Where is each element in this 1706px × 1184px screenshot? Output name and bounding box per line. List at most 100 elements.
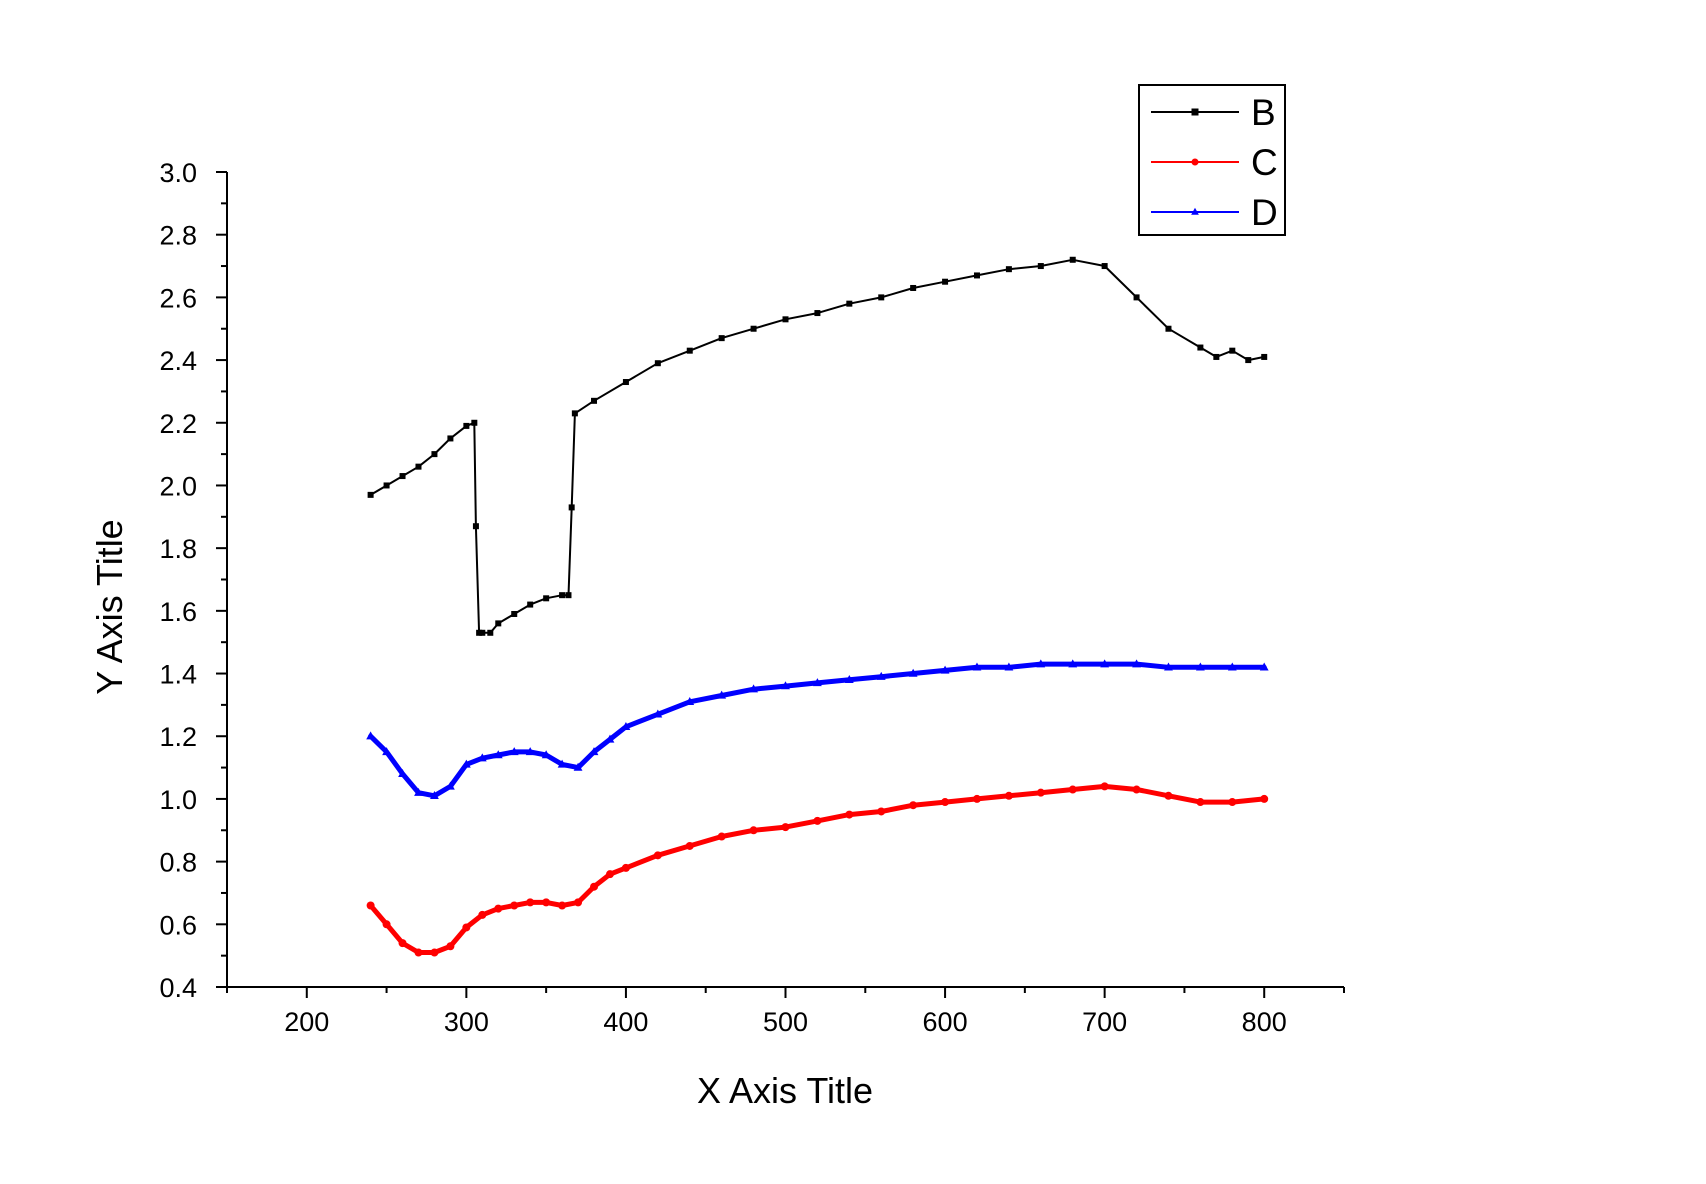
y-tick-label: 1.2 <box>159 722 197 752</box>
y-tick-label: 0.6 <box>159 910 197 940</box>
data-point <box>782 316 789 323</box>
data-point <box>1196 798 1205 807</box>
data-point <box>876 671 886 680</box>
series-layer <box>366 256 1269 957</box>
data-point <box>1195 662 1205 671</box>
data-point <box>621 863 630 872</box>
data-point <box>525 747 535 756</box>
data-point <box>559 592 566 599</box>
data-point <box>878 294 885 301</box>
data-point <box>844 675 854 684</box>
data-point <box>1100 659 1110 668</box>
legend-item-c: C <box>1151 142 1278 183</box>
data-point <box>543 595 550 602</box>
data-point <box>1101 263 1108 270</box>
data-point <box>461 759 471 768</box>
data-point <box>1069 256 1076 263</box>
y-tick-label: 1.0 <box>159 785 197 815</box>
x-tick-label: 500 <box>763 1007 808 1037</box>
data-point <box>749 684 758 693</box>
data-point <box>463 422 470 429</box>
data-point <box>446 942 455 951</box>
data-point <box>654 360 661 367</box>
data-point <box>446 781 455 790</box>
data-point <box>509 747 519 756</box>
x-tick-label: 600 <box>923 1007 968 1037</box>
data-point <box>494 904 503 913</box>
legend-label: D <box>1251 192 1278 233</box>
data-point <box>717 690 727 699</box>
data-point <box>471 419 478 426</box>
data-point <box>1197 344 1204 351</box>
data-point <box>972 794 981 803</box>
data-point <box>574 898 583 907</box>
data-point <box>814 310 821 317</box>
data-point <box>910 284 917 291</box>
data-point <box>557 759 567 768</box>
data-point <box>479 629 486 636</box>
data-point <box>477 753 487 762</box>
data-point <box>414 948 423 957</box>
data-point <box>685 841 694 850</box>
data-point <box>1036 659 1046 668</box>
legend-box <box>1138 84 1286 236</box>
data-point <box>718 335 725 342</box>
data-point <box>653 851 662 860</box>
series-line <box>368 783 1267 955</box>
data-point <box>565 592 572 599</box>
data-point <box>1004 662 1014 671</box>
series-c <box>366 782 1269 957</box>
data-point <box>685 696 695 705</box>
data-point <box>495 620 502 627</box>
legend-label: C <box>1251 142 1278 183</box>
data-point <box>1228 798 1237 807</box>
data-point <box>542 898 551 907</box>
y-tick-label: 2.0 <box>159 471 197 501</box>
y-tick-label: 1.6 <box>159 597 197 627</box>
data-point <box>527 601 534 608</box>
data-point <box>813 678 822 687</box>
data-point <box>1068 785 1077 794</box>
data-point <box>382 920 391 929</box>
legend-label: B <box>1251 92 1276 133</box>
data-point <box>1068 659 1078 668</box>
data-point <box>605 870 614 879</box>
data-point <box>430 790 439 799</box>
data-point <box>686 347 693 354</box>
x-tick-label: 200 <box>284 1007 329 1037</box>
legend-swatch-marker <box>1191 158 1199 166</box>
data-point <box>781 823 790 832</box>
data-point <box>1260 794 1269 803</box>
data-point <box>717 832 726 841</box>
x-axis-title: X Axis Title <box>697 1070 873 1111</box>
data-point <box>573 762 583 771</box>
data-point <box>430 948 439 957</box>
y-tick-label: 2.8 <box>159 221 197 251</box>
data-point <box>511 610 518 617</box>
y-tick-label: 2.2 <box>159 409 197 439</box>
legend-item-d: D <box>1151 192 1278 233</box>
data-point <box>589 747 599 756</box>
data-point <box>1213 353 1220 360</box>
data-point <box>590 882 599 891</box>
data-point <box>941 798 950 807</box>
data-point <box>973 272 980 279</box>
legend: BCD <box>1138 84 1286 236</box>
data-point <box>845 810 854 819</box>
legend-swatch-marker <box>1191 108 1199 116</box>
data-point <box>414 787 423 796</box>
x-tick-label: 800 <box>1242 1007 1287 1037</box>
data-point <box>462 923 471 932</box>
data-point <box>1132 785 1141 794</box>
data-point <box>398 939 407 948</box>
data-point <box>541 750 551 759</box>
data-point <box>972 662 982 671</box>
axes: 200 300 400 500 600 700 800 0.4 0.6 0.8 1.0 1.2 1.4 1… <box>159 158 1345 1037</box>
data-point <box>1036 788 1045 797</box>
data-point <box>908 668 918 677</box>
data-point <box>750 325 757 332</box>
series-d <box>366 659 1269 799</box>
data-point <box>399 473 406 480</box>
data-point <box>571 410 578 417</box>
